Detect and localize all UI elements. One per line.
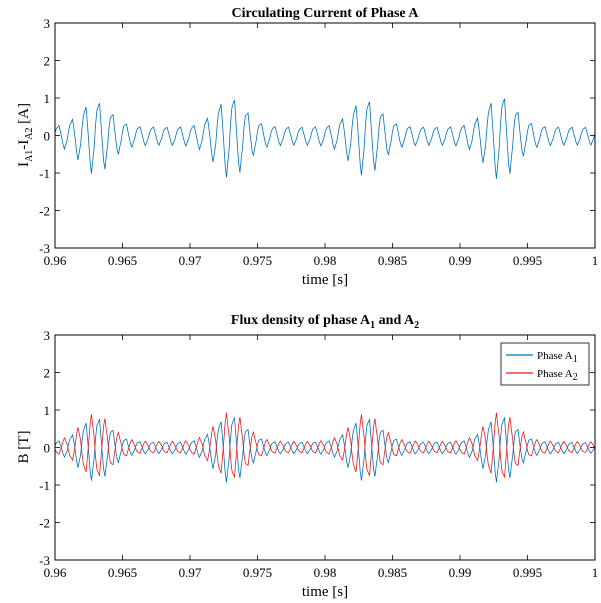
chart1-series	[54, 98, 596, 179]
chart2-y-axis-label: B [T]	[16, 431, 32, 464]
chart1-y-axis-label: IA1-IA2 [A]	[16, 103, 35, 167]
chart1-x-tick-label: 0.96	[44, 253, 67, 268]
chart1-x-axis-label: time [s]	[302, 272, 348, 288]
chart2-x-tick-label: 0.985	[378, 565, 407, 580]
chart1-y-tick-label: 0	[44, 129, 51, 144]
chart2-y-tick-label: -1	[39, 478, 50, 493]
chart1-x-tick-label: 1	[592, 253, 599, 268]
chart2-series-line-1	[54, 416, 596, 483]
chart1-y-tick-label: -2	[39, 204, 50, 219]
chart1-x-tick-label: 0.98	[314, 253, 337, 268]
chart2-y-tick-label: 1	[44, 403, 51, 418]
chart1-x-tick-label: 0.97	[179, 253, 202, 268]
legend-label-phase-a1: Phase A1	[537, 350, 578, 365]
chart2-x-tick-label: 0.98	[314, 565, 337, 580]
chart2-ticks: 0.96 0.965 0.97 0.975 0.98 0.985 0.99 0.995 1 3 2 1…	[39, 328, 598, 580]
chart1-x-tick-label: 0.99	[449, 253, 472, 268]
chart1-y-tick-label: 3	[44, 16, 51, 31]
chart2-x-tick-label: 0.99	[449, 565, 472, 580]
chart1-y-tick-label: 1	[44, 91, 51, 106]
chart2-x-tick-label: 0.96	[44, 565, 67, 580]
chart1-x-tick-label: 0.985	[378, 253, 407, 268]
chart2-x-tick-label: 0.965	[108, 565, 137, 580]
chart2-x-tick-label: 0.995	[513, 565, 542, 580]
chart2-title: Flux density of phase A1 and A2	[231, 313, 419, 331]
chart1-x-tick-label: 0.965	[108, 253, 137, 268]
chart2-y-tick-label: -3	[39, 553, 50, 568]
chart1-x-tick-label: 0.975	[243, 253, 272, 268]
chart1-x-tick-label: 0.995	[513, 253, 542, 268]
chart1-title: Circulating Current of Phase A	[232, 6, 420, 21]
chart2-x-tick-label: 0.975	[243, 565, 272, 580]
chart1-y-tick-label: -1	[39, 166, 50, 181]
chart-flux-density: Flux density of phase A1 and A2 0.96 0.96…	[16, 313, 598, 600]
chart1-y-tick-label: -3	[39, 241, 50, 256]
chart2-x-axis-label: time [s]	[302, 584, 348, 600]
legend-label-phase-a2: Phase A2	[537, 368, 578, 383]
chart2-y-tick-label: 0	[44, 441, 51, 456]
chart-circulating-current: Circulating Current of Phase A 0.96 0.965…	[16, 6, 598, 288]
chart1-axes-box	[54, 22, 596, 249]
chart1-series-line-1	[54, 98, 596, 179]
chart2-x-tick-label: 1	[592, 565, 599, 580]
legend-box	[500, 342, 590, 386]
chart2-legend: Phase A1 Phase A2	[500, 342, 590, 386]
chart2-series	[54, 412, 596, 483]
chart2-y-tick-label: 2	[44, 366, 51, 381]
chart2-x-tick-label: 0.97	[179, 565, 202, 580]
chart2-y-tick-label: -2	[39, 516, 50, 531]
chart1-ticks: 0.96 0.965 0.97 0.975 0.98 0.985 0.99 0.995 1 3 2 1…	[39, 16, 598, 268]
chart1-y-tick-label: 2	[44, 54, 51, 69]
chart2-series-line-2	[54, 412, 596, 479]
chart2-y-tick-label: 3	[44, 328, 51, 343]
